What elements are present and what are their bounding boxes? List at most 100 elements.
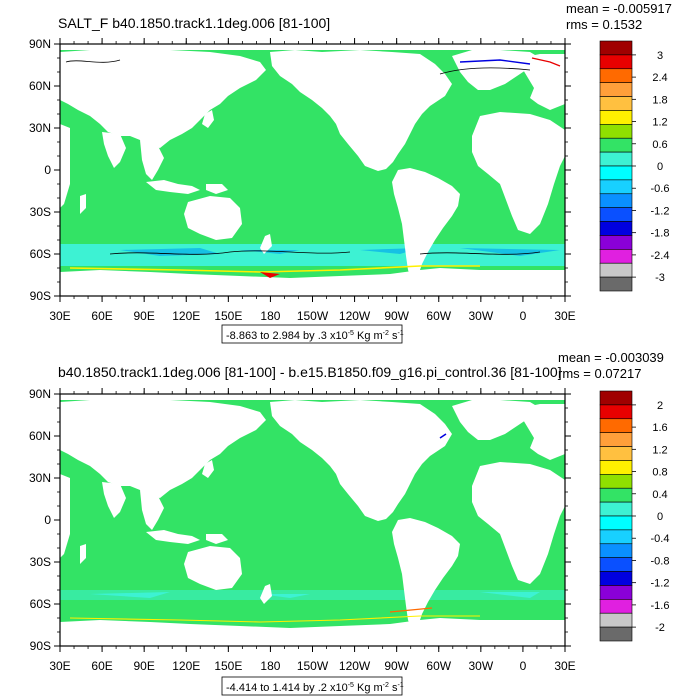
lat-label: 90N	[29, 37, 51, 51]
colorbar-label: -1.2	[651, 578, 670, 590]
colorbar-box	[599, 96, 633, 111]
lon-label: 30E	[554, 659, 575, 673]
lat-label: 90N	[29, 387, 51, 401]
colorbar-label: 2	[657, 400, 663, 412]
lon-label: 90W	[384, 309, 409, 323]
panel-1-cn-exp: -5	[348, 330, 354, 337]
lon-label: 150W	[297, 309, 329, 323]
colorbar-box	[599, 529, 633, 545]
lon-label: 120W	[339, 309, 371, 323]
panel-1-mean: mean = -0.005917	[566, 1, 672, 16]
lon-label: 150E	[214, 309, 242, 323]
colorbar-label: 0	[657, 511, 663, 523]
svg-text:-8.863 to 2.984 by .3 x10-5 Kg: -8.863 to 2.984 by .3 x10-5 Kg m-2 s-1	[226, 330, 404, 342]
colorbar-label: -1.2	[651, 205, 670, 217]
lon-label: 0	[520, 309, 527, 323]
panel-1-rms: rms = 0.1532	[566, 17, 642, 32]
panel-2-cn-units-exp2: -1	[397, 682, 403, 689]
lon-label: 60W	[426, 659, 451, 673]
colorbar-label: 1.2	[652, 117, 667, 129]
lat-label: 60N	[29, 429, 51, 443]
colorbar-box	[599, 460, 633, 475]
lon-label: 120E	[172, 309, 200, 323]
lat-label: 90S	[30, 289, 51, 303]
colorbar-label: 0.4	[652, 489, 667, 501]
lon-label: 30E	[554, 309, 575, 323]
lon-label: 0	[520, 659, 527, 673]
colorbar-box	[599, 165, 633, 181]
lon-label: 90E	[133, 309, 154, 323]
colorbar-box	[599, 599, 633, 614]
colorbar-box	[599, 390, 633, 406]
colorbar-label: 1.2	[652, 444, 667, 456]
lon-label: 120E	[172, 659, 200, 673]
colorbar-label: -2	[655, 622, 665, 634]
panel-2-cn-exp: -5	[348, 682, 354, 689]
panel-1-cn-units-s: s	[389, 330, 398, 342]
colorbar-label: 1.8	[652, 94, 667, 106]
colorbar-label: -2.4	[651, 250, 670, 262]
lat-label: 30S	[30, 555, 51, 569]
colorbar-box	[599, 54, 633, 70]
colorbar-box	[599, 446, 633, 461]
lon-label: 30W	[468, 659, 493, 673]
lon-label: 180	[260, 309, 280, 323]
colorbar-box	[599, 557, 633, 572]
panel-2-cn-units-exp1: -2	[383, 682, 389, 689]
colorbar-box	[599, 40, 633, 56]
colorbar-box	[599, 193, 633, 208]
lat-label: 90S	[30, 639, 51, 653]
panel-2-cn-units: Kg m	[354, 682, 383, 694]
lat-label: 0	[44, 513, 51, 527]
colorbar-box	[599, 124, 633, 139]
colorbar-label: -1.8	[651, 228, 670, 240]
colorbar-box	[599, 404, 633, 420]
panel-2-rms: rms = 0.07217	[558, 366, 641, 381]
colorbar-label: 2.4	[652, 72, 667, 84]
lat-label: 30S	[30, 205, 51, 219]
colorbar-box	[599, 137, 633, 153]
lon-label: 30E	[49, 309, 70, 323]
colorbar-box	[599, 626, 633, 642]
colorbar-label: 3	[657, 50, 663, 62]
lon-label: 150W	[297, 659, 329, 673]
panel-2-contour-info: -4.414 to 1.414 by .2 x10-5 Kg m-2 s-1	[221, 676, 404, 696]
lon-label: 60E	[91, 659, 112, 673]
lon-label: 150E	[214, 659, 242, 673]
colorbar-box	[599, 249, 633, 264]
colorbar-box	[599, 68, 633, 83]
panel-2-colorbar: 2 1.6 1.2 0.8 0.4 0 -0.4 -0.8 -1.2 -1.6 -2	[599, 390, 670, 642]
lon-label: 60W	[426, 309, 451, 323]
lat-label: 30N	[29, 121, 51, 135]
colorbar-box	[599, 487, 633, 503]
panel-2-axes: 90N 60N 30N 0 30S 60S 90S 30E 60E 90E 120E 150E 180 1…	[29, 387, 576, 673]
panel-1-map	[59, 43, 566, 297]
colorbar-box	[599, 501, 633, 517]
panel-1-cn-prefix: -8.863 to 2.984 by .3 x10	[226, 330, 348, 342]
lat-label: 60S	[30, 597, 51, 611]
panel-1-cn-units-exp1: -2	[383, 330, 389, 337]
panel-1-title: SALT_F b40.1850.track1.1deg.006 [81-100]	[58, 15, 330, 31]
colorbar-label: -1.6	[651, 600, 670, 612]
colorbar-box	[599, 474, 633, 489]
lat-label: 30N	[29, 471, 51, 485]
colorbar-label: 0.8	[652, 467, 667, 479]
panel-1-cn-units: Kg m	[354, 330, 383, 342]
lon-label: 120W	[339, 659, 371, 673]
colorbar-box	[599, 571, 633, 586]
panel-1-colorbar: 3 2.4 1.8 1.2 0.6 0 -0.6 -1.2 -1.8 -2.4 -3	[599, 40, 670, 292]
panel-2-title: b40.1850.track1.1deg.006 [81-100] - b.e1…	[58, 364, 562, 380]
panel-2-map	[59, 393, 566, 647]
panel-1-southern-ocean-band	[60, 244, 565, 266]
colorbar-box	[599, 235, 633, 250]
colorbar-label: 1.6	[652, 422, 667, 434]
lon-label: 90W	[384, 659, 409, 673]
panel-1-cn-units-exp2: -1	[397, 330, 403, 337]
colorbar-label: 0.6	[652, 139, 667, 151]
lat-label: 60S	[30, 247, 51, 261]
colorbar-label: -0.6	[651, 183, 670, 195]
colorbar-box	[599, 432, 633, 447]
panel-1: SALT_F b40.1850.track1.1deg.006 [81-100]…	[29, 1, 672, 344]
colorbar-box	[599, 179, 633, 195]
